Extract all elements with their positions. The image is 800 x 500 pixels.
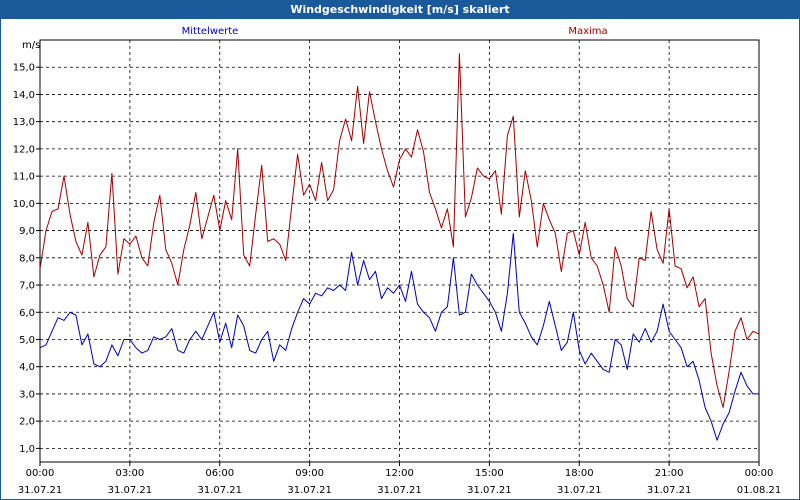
- legend-maxima: Maxima: [568, 26, 607, 37]
- x-tick-time: 21:00: [655, 468, 684, 479]
- y-tick-label: 11,0: [13, 172, 35, 183]
- window-title: Windgeschwindigkeit [m/s] skaliert: [1, 1, 799, 19]
- x-tick-time: 15:00: [475, 468, 504, 479]
- x-tick-date: 31.07.21: [557, 485, 602, 496]
- y-tick-label: 12,0: [13, 144, 35, 155]
- y-tick-label: 10,0: [13, 199, 35, 210]
- y-tick-label: 6,0: [19, 308, 35, 319]
- y-tick-label: 15,0: [13, 63, 35, 74]
- y-tick-label: 4,0: [19, 362, 35, 373]
- x-tick-date: 31.07.21: [108, 485, 153, 496]
- y-tick-label: 9,0: [19, 226, 35, 237]
- y-tick-label: 3,0: [19, 389, 35, 400]
- chart-grid: [40, 40, 759, 462]
- x-tick-date: 31.07.21: [287, 485, 332, 496]
- y-tick-label: 5,0: [19, 335, 35, 346]
- y-tick-label: 8,0: [19, 253, 35, 264]
- x-tick-time: 12:00: [385, 468, 414, 479]
- x-tick-date: 31.07.21: [377, 485, 422, 496]
- x-tick-time: 09:00: [295, 468, 324, 479]
- legend-mittelwerte: Mittelwerte: [182, 26, 239, 37]
- x-tick-date: 01.08.21: [737, 485, 782, 496]
- series-line-maxima: [39, 53, 760, 408]
- x-tick-date: 31.07.21: [647, 485, 692, 496]
- x-tick-time: 00:00: [745, 468, 774, 479]
- y-tick-label: 2,0: [19, 417, 35, 428]
- series-line-mittelwerte: [39, 232, 759, 441]
- x-tick-date: 31.07.21: [467, 485, 512, 496]
- x-tick-time: 18:00: [565, 468, 594, 479]
- y-tick-label: 13,0: [13, 117, 35, 128]
- y-tick-label: 7,0: [19, 281, 35, 292]
- y-axis-unit: m/s: [22, 40, 40, 51]
- x-tick-time: 00:00: [26, 468, 55, 479]
- x-tick-date: 31.07.21: [197, 485, 242, 496]
- y-axis: 1,0 2,0 3,0 4,0 5,0 6,0 7,0 8,0 9,0 10,0 11,0 12,0 1…: [13, 63, 40, 455]
- y-tick-label: 1,0: [19, 444, 35, 455]
- x-tick-date: 31.07.21: [18, 485, 63, 496]
- series-lines: [39, 53, 760, 441]
- x-axis: 00:00 31.07.21 03:00 31.07.21 06:00 31.07.21 0…: [18, 462, 782, 496]
- x-tick-time: 06:00: [205, 468, 234, 479]
- y-tick-label: 14,0: [13, 90, 35, 101]
- x-tick-time: 03:00: [115, 468, 144, 479]
